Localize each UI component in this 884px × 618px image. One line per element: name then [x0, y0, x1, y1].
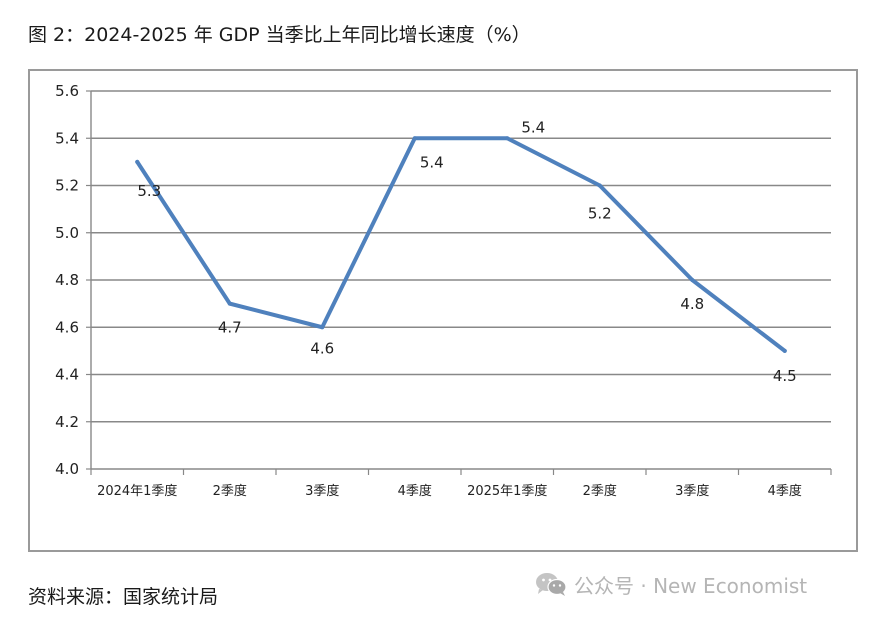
data-point — [505, 136, 510, 141]
x-tick-label: 3季度 — [675, 483, 709, 499]
x-tick-label: 2024年1季度 — [97, 483, 177, 499]
x-tick-label: 2季度 — [583, 483, 617, 499]
data-label: 5.2 — [588, 205, 612, 223]
data-label: 4.5 — [773, 367, 797, 385]
y-tick-label: 4.6 — [55, 318, 79, 336]
y-tick-label: 4.4 — [55, 366, 79, 384]
x-tick-label: 2季度 — [213, 483, 247, 499]
data-label: 4.7 — [218, 319, 242, 337]
y-tick-label: 4.0 — [55, 460, 79, 478]
data-point — [690, 278, 695, 282]
series-line — [135, 136, 787, 353]
data-label: 5.4 — [420, 153, 444, 171]
x-tick-label: 2025年1季度 — [467, 483, 547, 499]
x-tick-label: 4季度 — [398, 483, 432, 499]
source-note: 资料来源：国家统计局 — [28, 586, 219, 608]
data-point — [412, 136, 417, 141]
y-tick-label: 5.4 — [55, 129, 79, 147]
gridlines — [91, 90, 831, 423]
data-labels: 5.3 4.7 4.6 5.4 5.4 5.2 4.8 4.5 — [137, 118, 796, 385]
y-tick-label: 5.6 — [55, 82, 79, 100]
data-label: 4.6 — [310, 339, 334, 357]
data-label: 4.8 — [680, 295, 704, 313]
chart-title: 图 2：2024-2025 年 GDP 当季比上年同比增长速度（%） — [28, 24, 531, 46]
y-axis-ticks: 4.0 4.2 4.4 4.6 4.8 5.0 5.2 5.4 5.6 — [55, 82, 91, 478]
data-point — [227, 301, 232, 306]
data-point — [135, 159, 140, 164]
data-label: 5.3 — [137, 182, 161, 200]
data-point — [782, 348, 787, 353]
y-tick-label: 4.2 — [55, 413, 79, 431]
watermark: 公众号 · New Economist — [534, 570, 807, 598]
chart-frame — [28, 69, 858, 552]
y-tick-label: 5.0 — [55, 224, 79, 242]
y-tick-label: 4.8 — [55, 271, 79, 289]
watermark-text: 公众号 · New Economist — [574, 573, 808, 598]
data-label: 5.4 — [521, 118, 545, 136]
data-point — [320, 325, 325, 330]
series-group — [135, 136, 787, 353]
x-axis-ticks: 2024年1季度 2季度 3季度 4季度 2025年1季度 2季度 3季度 4季度 — [90, 469, 832, 499]
x-tick-label: 4季度 — [768, 483, 802, 499]
wechat-icon — [536, 573, 567, 596]
y-tick-label: 5.2 — [55, 177, 79, 195]
x-tick-label: 3季度 — [305, 483, 339, 499]
data-point — [597, 183, 602, 188]
